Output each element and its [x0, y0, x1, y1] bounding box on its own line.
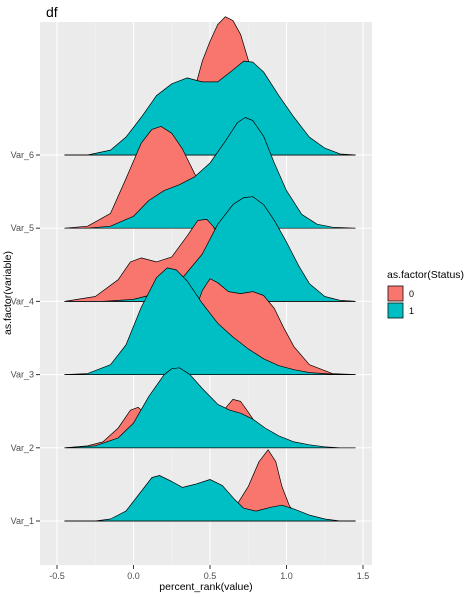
x-axis: -0.5 0.0 0.5 1.0 1.5 — [49, 565, 369, 581]
x-tick-label: -0.5 — [49, 571, 65, 581]
plot-panel — [40, 16, 372, 565]
density-var-6-status-1 — [64, 60, 356, 156]
y-tick-label: Var_5 — [11, 223, 34, 233]
legend-title: as.factor(Status) — [387, 269, 464, 281]
ridges — [64, 16, 356, 522]
x-axis-title: percent_rank(value) — [159, 581, 252, 593]
ridge-var-6 — [64, 16, 356, 156]
y-axis-title: as.factor(variable) — [2, 251, 14, 335]
legend-keys: 01 — [387, 285, 414, 319]
y-axis: Var_1 Var_2 Var_3 Var_4 Var_5 Var_6 — [11, 150, 40, 526]
legend-label: 0 — [409, 289, 414, 299]
density-var-1-status-1 — [64, 475, 356, 522]
y-tick-label: Var_3 — [11, 370, 34, 380]
chart-title: df — [46, 4, 58, 20]
density-var-2-status-1 — [64, 367, 356, 449]
ridge-var-5 — [64, 117, 356, 229]
legend-key-swatch — [387, 285, 404, 302]
x-tick-label: 0.5 — [204, 571, 217, 581]
ridge-var-1 — [64, 449, 356, 522]
ridge-var-3 — [64, 267, 356, 375]
x-tick-label: 1.5 — [357, 571, 370, 581]
density-var-3-status-1 — [64, 267, 356, 375]
x-tick-label: 1.0 — [280, 571, 293, 581]
y-tick-label: Var_6 — [11, 150, 34, 160]
y-tick-label: Var_4 — [11, 296, 34, 306]
x-tick-label: 0.0 — [127, 571, 140, 581]
legend-label: 1 — [409, 306, 414, 316]
legend: as.factor(Status) 01 — [387, 269, 464, 319]
y-tick-label: Var_1 — [11, 516, 34, 526]
density-var-5-status-1 — [64, 117, 356, 229]
y-tick-label: Var_2 — [11, 443, 34, 453]
legend-key-swatch — [387, 302, 404, 319]
ridge-var-2 — [64, 367, 356, 449]
